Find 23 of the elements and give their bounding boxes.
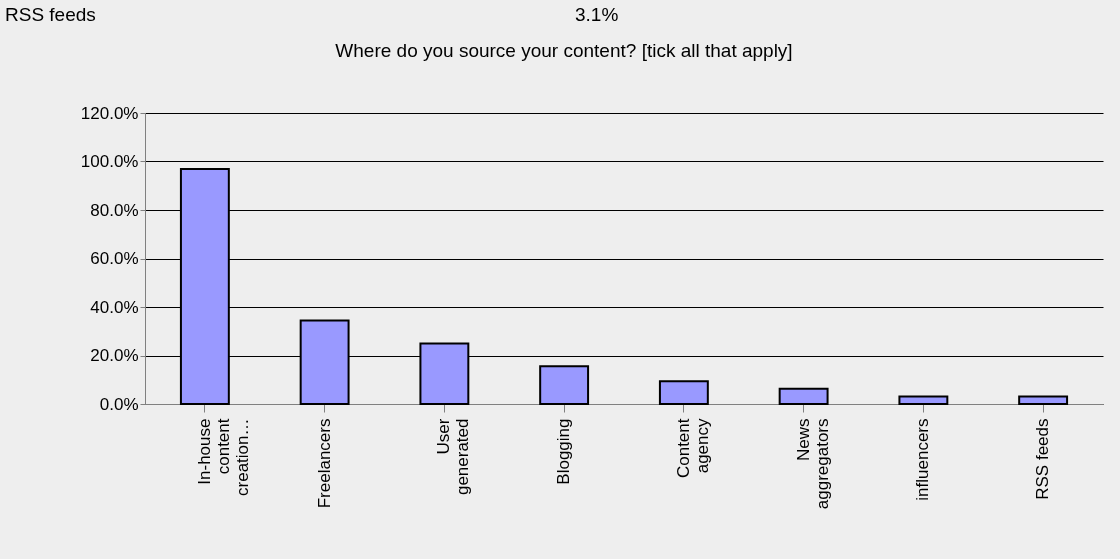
x-tick-label: News aggregators <box>793 418 832 510</box>
x-tick-label: User generated <box>434 418 473 496</box>
x-tick-label: RSS feeds <box>1033 418 1053 500</box>
x-tick-label: Content agency <box>673 418 712 479</box>
y-tick-label: 40.0% <box>90 297 139 317</box>
x-tick-label: Blogging <box>554 418 574 485</box>
y-tick-label: 80.0% <box>90 200 139 220</box>
bar <box>1018 395 1069 405</box>
y-tick-label: 0.0% <box>99 394 139 414</box>
x-tick-label: In-house content creation… <box>194 418 252 496</box>
bar <box>778 387 829 405</box>
x-tick-label: Freelancers <box>314 418 334 509</box>
text: 3.1% <box>575 4 619 25</box>
y-tick-label: 20.0% <box>90 346 139 365</box>
text: RSS feeds <box>5 4 96 25</box>
y-tick-label: 60.0% <box>90 249 139 268</box>
y-tick-label: 120.0% <box>80 103 139 123</box>
y-tick-label: 100.0% <box>80 152 139 171</box>
x-tick-label: influencers <box>913 418 933 501</box>
bar <box>898 395 949 405</box>
chart-title: Where do you source your content? [tick all that apply] <box>335 40 793 61</box>
bar <box>658 380 709 405</box>
bar <box>539 365 590 405</box>
